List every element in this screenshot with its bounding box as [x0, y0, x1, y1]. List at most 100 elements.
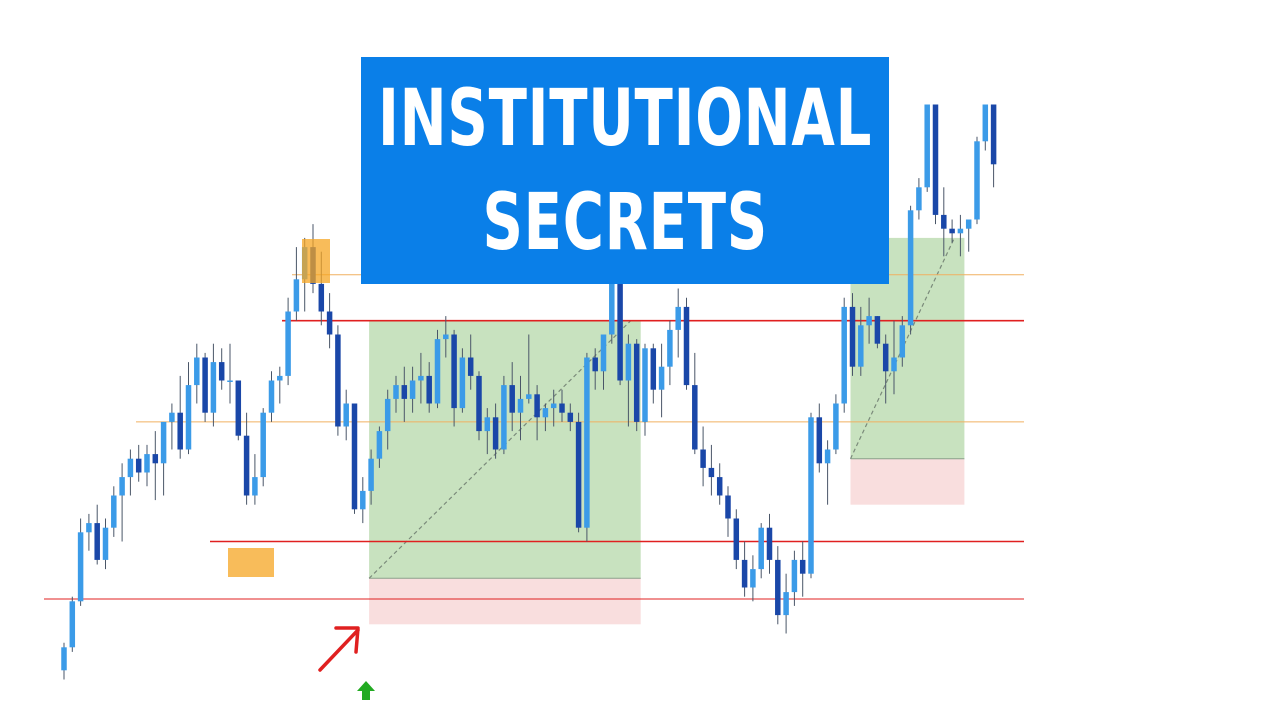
candle-body	[70, 601, 76, 647]
candle-body	[568, 413, 574, 422]
candle-body	[128, 459, 133, 477]
candle-body	[875, 316, 881, 344]
candle-body	[850, 307, 856, 367]
candle-body	[700, 450, 706, 468]
candle-body	[559, 404, 565, 413]
candle-body	[900, 325, 906, 357]
candle-body	[119, 477, 125, 495]
candle-body	[734, 519, 740, 560]
candle-body	[775, 560, 781, 615]
candle-body	[750, 569, 756, 587]
candle-body	[327, 312, 333, 335]
candle-body	[974, 141, 980, 219]
candle-body	[684, 307, 690, 385]
candle-body	[260, 413, 266, 477]
title-line-1: INSTITUTIONAL	[378, 67, 872, 171]
candle-body	[767, 528, 773, 560]
candle-body	[634, 344, 640, 422]
candle-body	[294, 279, 300, 311]
candle-body	[825, 450, 831, 464]
candle-body	[410, 381, 416, 399]
candle-body	[244, 436, 250, 496]
candle-body	[377, 431, 383, 459]
candle-body	[277, 376, 283, 381]
candle-body	[908, 210, 914, 325]
candle-body	[501, 385, 507, 449]
candle-body	[526, 394, 532, 399]
candle-body	[941, 215, 947, 229]
candle-body	[916, 187, 922, 210]
candle-body	[360, 491, 366, 509]
candle-body	[601, 335, 607, 372]
candle-body	[675, 307, 681, 330]
swing-high-marker	[302, 239, 330, 283]
trade-1-profit-zone	[369, 321, 641, 579]
candle-body	[958, 229, 964, 234]
candle-body	[817, 417, 823, 463]
candle-body	[709, 468, 715, 477]
candle-body	[808, 417, 814, 573]
candle-body	[61, 647, 67, 670]
candle-body	[269, 381, 275, 413]
candle-body	[983, 105, 989, 142]
candle-body	[393, 385, 399, 399]
candle-body	[534, 394, 540, 417]
candle-body	[78, 532, 84, 601]
buy-arrow-icon	[357, 681, 375, 700]
candle-body	[144, 454, 150, 472]
candle-body	[177, 413, 183, 450]
candle-body	[319, 284, 325, 312]
candle-body	[991, 105, 997, 165]
candle-body	[758, 528, 764, 569]
candle-body	[186, 385, 192, 449]
candle-body	[211, 362, 217, 413]
candle-body	[435, 339, 441, 403]
candle-body	[933, 105, 939, 215]
candle-body	[651, 348, 657, 389]
title-banner: INSTITUTIONAL SECRETS	[361, 57, 889, 284]
candle-body	[493, 417, 499, 449]
candle-body	[153, 454, 159, 463]
trade-2-loss-zone	[851, 459, 965, 505]
candle-body	[451, 335, 457, 409]
candle-body	[949, 229, 955, 234]
candle-body	[592, 358, 598, 372]
trade-1-loss-zone	[369, 578, 641, 624]
candle-body	[335, 335, 341, 427]
candle-body	[667, 330, 673, 367]
candle-body	[136, 459, 142, 473]
candle-body	[161, 422, 167, 463]
candle-body	[833, 404, 839, 450]
candle-body	[468, 358, 474, 376]
candle-body	[227, 381, 233, 383]
candle-body	[285, 312, 291, 376]
title-line-2: SECRETS	[482, 171, 767, 275]
candle-body	[94, 523, 100, 560]
candle-body	[717, 477, 723, 495]
candle-body	[551, 404, 557, 409]
candle-body	[518, 399, 524, 413]
candle-body	[626, 344, 632, 381]
candle-body	[202, 358, 208, 413]
candle-body	[443, 335, 449, 340]
candle-body	[609, 279, 615, 334]
swing-low-marker	[228, 548, 274, 577]
candle-body	[169, 413, 175, 422]
candle-body	[659, 367, 665, 390]
candle-body	[800, 560, 806, 574]
candle-body	[866, 316, 872, 325]
entry-arrow-icon	[320, 628, 358, 670]
candle-body	[543, 408, 549, 417]
candle-body	[792, 560, 798, 592]
candle-body	[236, 381, 242, 436]
candle-body	[476, 376, 482, 431]
candle-body	[966, 220, 972, 229]
candle-body	[891, 358, 897, 372]
candle-body	[86, 523, 92, 532]
candle-body	[352, 404, 358, 510]
candle-body	[219, 362, 225, 380]
candle-body	[385, 399, 391, 431]
candle-body	[368, 459, 374, 491]
trade-zones	[369, 238, 964, 624]
candle-body	[194, 358, 200, 386]
